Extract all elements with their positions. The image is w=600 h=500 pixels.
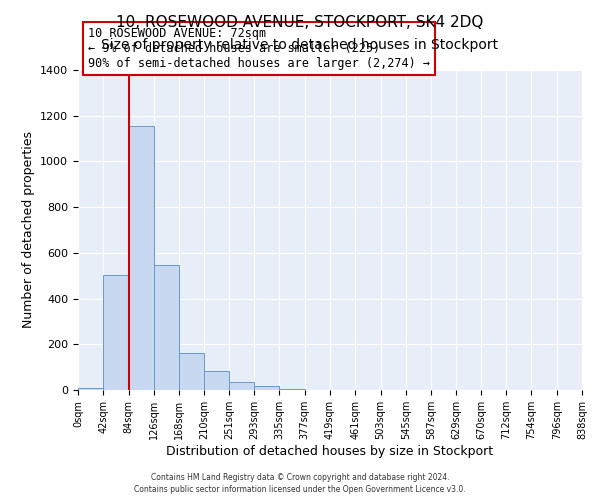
Bar xyxy=(280,389,305,390)
Text: Contains HM Land Registry data © Crown copyright and database right 2024.
Contai: Contains HM Land Registry data © Crown c… xyxy=(134,473,466,494)
Bar xyxy=(103,274,128,390)
Bar xyxy=(205,372,229,390)
Text: 10 ROSEWOOD AVENUE: 72sqm
← 9% of detached houses are smaller (225)
90% of semi-: 10 ROSEWOOD AVENUE: 72sqm ← 9% of detach… xyxy=(88,27,430,70)
Text: 10, ROSEWOOD AVENUE, STOCKPORT, SK4 2DQ: 10, ROSEWOOD AVENUE, STOCKPORT, SK4 2DQ xyxy=(116,15,484,30)
Bar xyxy=(78,388,103,390)
Y-axis label: Number of detached properties: Number of detached properties xyxy=(22,132,35,328)
Bar xyxy=(254,386,280,390)
Bar xyxy=(179,354,205,390)
Bar xyxy=(128,126,154,390)
Bar xyxy=(229,382,254,390)
Text: Size of property relative to detached houses in Stockport: Size of property relative to detached ho… xyxy=(101,38,499,52)
Bar xyxy=(154,266,179,390)
X-axis label: Distribution of detached houses by size in Stockport: Distribution of detached houses by size … xyxy=(166,444,494,458)
